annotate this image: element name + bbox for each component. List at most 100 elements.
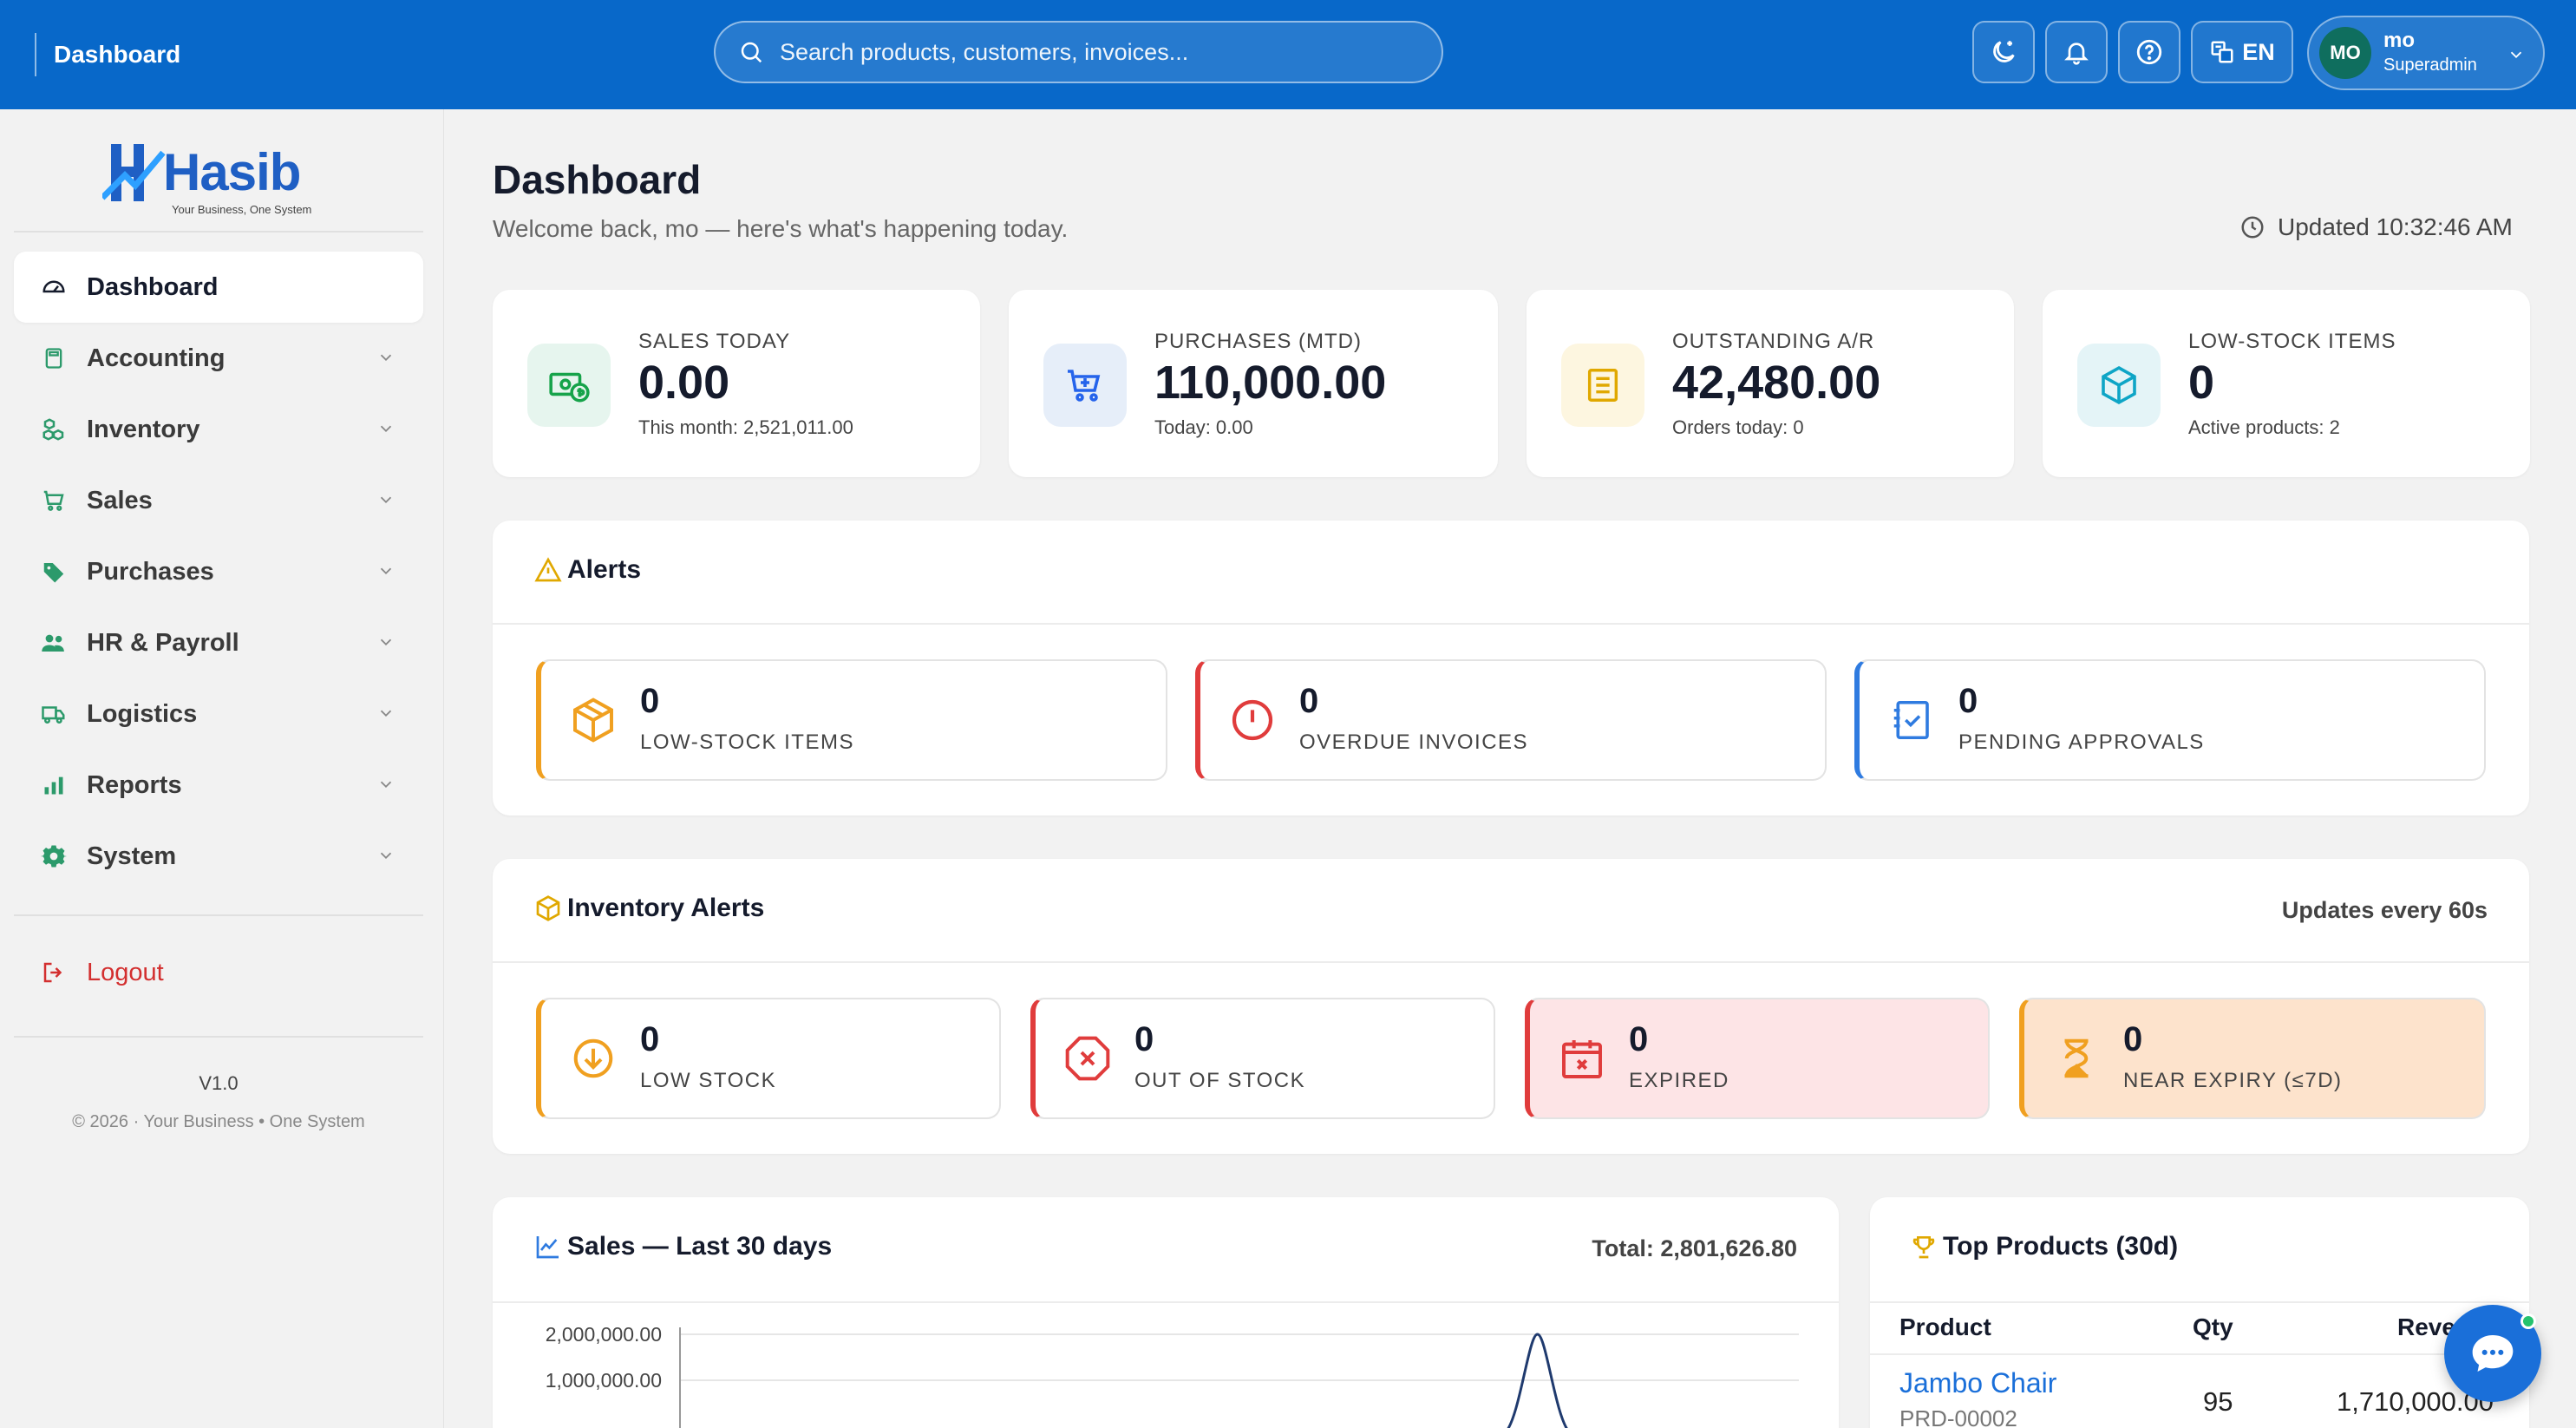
stat-title: OUTSTANDING A/R [1672, 330, 1875, 353]
alert-pending-approvals[interactable]: 0 PENDING APPROVALS [1854, 659, 2486, 781]
alerts-panel: Alerts 0 LOW-STOCK ITEMS 0 OVERDUE INVOI… [493, 521, 2529, 816]
sidebar-item-dashboard[interactable]: Dashboard [14, 252, 423, 323]
language-button[interactable]: EN [2191, 21, 2293, 83]
alert-circle-icon [1232, 699, 1273, 741]
product-link[interactable]: Jambo Chair [1899, 1367, 2057, 1399]
cube-icon [2102, 365, 2136, 405]
stat-card-purchases: PURCHASES (MTD) 110,000.00 Today: 0.00 [1009, 290, 1498, 477]
stat-sub: Today: 0.00 [1154, 416, 1253, 438]
stat-sub: Orders today: 0 [1672, 416, 1804, 438]
alert-value: 0 [640, 1020, 660, 1058]
inventory-alerts-panel: Inventory Alerts Updates every 60s 0 LOW… [493, 859, 2529, 1154]
divider [493, 961, 2529, 963]
search-input[interactable] [780, 38, 1404, 66]
alert-label: OUT OF STOCK [1134, 1069, 1306, 1092]
stat-icon-box [2077, 344, 2161, 427]
package-icon [573, 698, 613, 743]
sidebar-item-label: Purchases [87, 557, 214, 586]
logout-button[interactable]: Logout [14, 937, 423, 1008]
notifications-button[interactable] [2045, 21, 2108, 83]
sales-series-line [1507, 1333, 1568, 1428]
theme-toggle-button[interactable] [1972, 21, 2035, 83]
inv-alert-expired[interactable]: 0 EXPIRED [1525, 998, 1990, 1119]
y-tick-label: 1,000,000.00 [546, 1369, 662, 1392]
col-header-product: Product [1899, 1313, 1991, 1340]
alert-value: 0 [1134, 1020, 1154, 1058]
chat-button[interactable] [2444, 1305, 2541, 1402]
search-box[interactable] [714, 21, 1443, 83]
inventory-alerts-title-label: Inventory Alerts [567, 894, 765, 922]
sales-chart-title-label: Sales — Last 30 days [567, 1232, 833, 1261]
top-products-panel: Top Products (30d) Product Qty Reve Jamb… [1870, 1197, 2529, 1428]
alert-value: 0 [640, 682, 660, 720]
top-bar: Dashboard EN MO mo Superadmin [0, 0, 2576, 109]
stat-icon-box [1561, 344, 1644, 427]
alert-value: 0 [1958, 682, 1978, 720]
chevron-down-icon [380, 639, 392, 646]
alert-value: 0 [1629, 1020, 1649, 1058]
sidebar-item-inventory[interactable]: Inventory [14, 394, 423, 465]
sidebar-item-hr-payroll[interactable]: HR & Payroll [14, 607, 423, 678]
x-octagon-icon [1065, 1036, 1110, 1081]
checklist-icon [1893, 700, 1929, 740]
cart-icon [43, 490, 64, 511]
y-tick-label: 2,000,000.00 [546, 1323, 662, 1346]
alert-overdue-invoices[interactable]: 0 OVERDUE INVOICES [1195, 659, 1827, 781]
sales-chart-panel: Sales — Last 30 days Total: 2,801,626.80… [493, 1197, 1839, 1428]
divider [14, 231, 423, 233]
copyright: © 2026 · Your Business • One System [72, 1112, 365, 1131]
updated-time: Updated 10:32:46 AM [2239, 213, 2513, 241]
search-icon [741, 42, 762, 63]
sidebar-item-sales[interactable]: Sales [14, 465, 423, 536]
refresh-note: Updates every 60s [2281, 897, 2488, 923]
boxes-icon [42, 418, 64, 441]
sidebar-item-label: Dashboard [87, 272, 219, 301]
sidebar-item-reports[interactable]: Reports [14, 750, 423, 821]
arrow-down-circle-icon [573, 1038, 613, 1078]
divider [493, 1301, 1839, 1303]
sales-total: Total: 2,801,626.80 [1592, 1235, 1797, 1261]
logout-icon [43, 962, 62, 983]
alert-label: LOW STOCK [640, 1069, 777, 1092]
sidebar-item-logistics[interactable]: Logistics [14, 678, 423, 750]
divider [493, 623, 2529, 625]
stat-card-low-stock: LOW-STOCK ITEMS 0 Active products: 2 [2043, 290, 2530, 477]
user-role: Superadmin [2383, 56, 2477, 75]
logo-mark-icon [102, 144, 166, 201]
inv-alert-near-expiry[interactable]: 0 NEAR EXPIRY (≤7D) [2019, 998, 2486, 1119]
col-header-qty: Qty [2193, 1313, 2233, 1340]
stat-icon-box [527, 344, 611, 427]
chevron-down-icon [380, 496, 392, 504]
inv-alert-low-stock[interactable]: 0 LOW STOCK [536, 998, 1001, 1119]
chevron-down-icon [380, 567, 392, 575]
tag-icon [43, 563, 64, 583]
cart-plus-icon [1068, 370, 1101, 402]
stat-title: LOW-STOCK ITEMS [2188, 330, 2396, 353]
top-products-title-label: Top Products (30d) [1943, 1232, 2179, 1261]
stat-value: 42,480.00 [1672, 357, 1881, 409]
alert-label: LOW-STOCK ITEMS [640, 730, 854, 754]
alert-low-stock[interactable]: 0 LOW-STOCK ITEMS [536, 659, 1167, 781]
divider [1870, 1353, 2529, 1355]
sidebar-item-accounting[interactable]: Accounting [14, 323, 423, 394]
inventory-alerts-title: Inventory Alerts [534, 894, 764, 923]
gear-icon [41, 845, 67, 868]
theme-toggle-icon [1993, 41, 2015, 62]
stat-sub: Active products: 2 [2188, 416, 2340, 438]
help-button[interactable] [2118, 21, 2180, 83]
sidebar-item-label: System [87, 842, 177, 870]
alert-label: EXPIRED [1629, 1069, 1729, 1092]
sidebar-item-system[interactable]: System [14, 821, 423, 892]
logo-text: Hasib [163, 143, 301, 201]
inv-alert-out-of-stock[interactable]: 0 OUT OF STOCK [1030, 998, 1495, 1119]
stat-icon-box [1043, 344, 1127, 427]
user-menu[interactable]: MO mo Superadmin [2307, 16, 2545, 90]
stat-title: PURCHASES (MTD) [1154, 330, 1363, 353]
sidebar-item-label: Accounting [87, 344, 226, 372]
chevron-down-icon [380, 710, 392, 717]
alert-label: OVERDUE INVOICES [1299, 730, 1529, 754]
page-title: Dashboard [493, 157, 702, 202]
sidebar-item-purchases[interactable]: Purchases [14, 536, 423, 607]
chevron-down-icon [380, 354, 392, 362]
top-products-title: Top Products (30d) [1910, 1232, 2178, 1261]
